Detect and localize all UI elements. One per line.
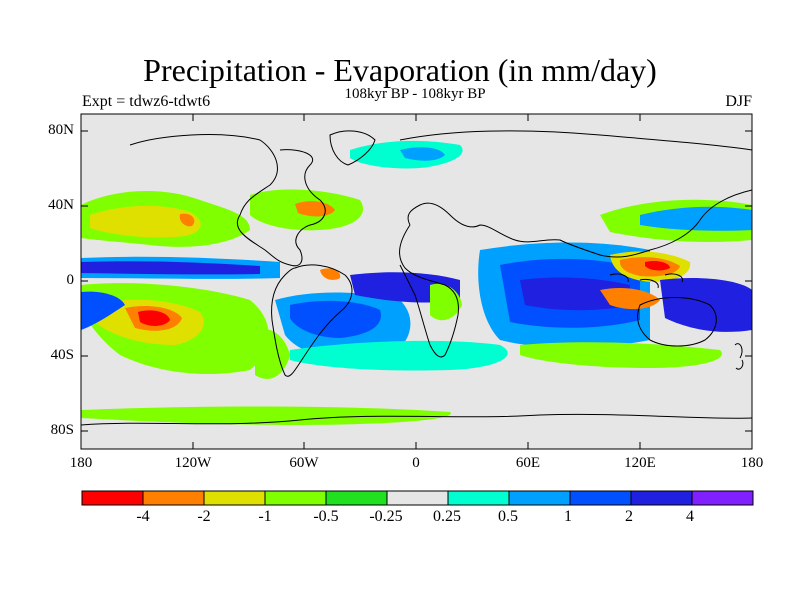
coast-new-zealand <box>734 343 744 370</box>
region-maritime-south-dry <box>600 288 660 310</box>
lon-label: 180 <box>69 455 93 471</box>
lon-label: 0 <box>412 455 420 471</box>
coast-greenland <box>329 130 376 166</box>
colorbar-swatch <box>386 490 449 506</box>
colorbar-label: 0.25 <box>433 508 461 525</box>
lat-label: 80S <box>50 422 74 438</box>
region-south-pacific-wet <box>81 291 125 330</box>
map-title: Precipitation - Evaporation (in mm/day) <box>143 52 657 88</box>
colorbar-swatch <box>508 490 571 506</box>
lon-label: 60W <box>289 455 319 471</box>
colorbar-label: -4 <box>136 508 150 525</box>
experiment-label: Expt = tdwz6-tdwt6 <box>82 93 211 110</box>
colorbar-label: 0.5 <box>498 508 518 525</box>
region-south-atlantic-wet <box>290 300 381 338</box>
coast-antarctica <box>80 413 753 426</box>
colorbar-swatch <box>447 490 510 506</box>
colorbar-label: -1 <box>258 508 272 525</box>
lat-label: 40N <box>48 197 74 213</box>
coast-indonesia <box>609 273 684 289</box>
region-equatorial-atlantic-dry <box>320 268 341 280</box>
colorbar-label: -0.5 <box>313 508 339 525</box>
region-arctic-wet <box>400 147 445 161</box>
colorbar-label: -0.25 <box>369 508 403 525</box>
colorbar-swatch <box>325 490 388 506</box>
colorbar-swatch <box>691 490 754 506</box>
precip-field <box>81 140 752 425</box>
season-label: DJF <box>725 93 752 110</box>
coast-eurasia <box>399 130 753 258</box>
axis-ticks <box>81 114 752 449</box>
coast-africa <box>399 224 459 358</box>
region-indian-ocean-deep <box>520 277 630 311</box>
region-pacific-north-dry <box>90 205 201 238</box>
colorbar-swatch <box>569 490 632 506</box>
colorbar-swatch <box>142 490 205 506</box>
lat-label: 40S <box>50 347 74 363</box>
colorbar-label: 2 <box>625 508 633 525</box>
region-pacific-north-orange <box>179 213 195 227</box>
coastlines <box>80 130 753 426</box>
region-antarctic-band <box>81 406 451 425</box>
colorbar-swatch <box>81 490 144 506</box>
colorbar-label: 1 <box>564 508 572 525</box>
region-southern-indian-band <box>520 342 722 368</box>
coast-north-america <box>129 134 326 267</box>
map-subtitle: 108kyr BP - 108kyr BP <box>344 86 486 102</box>
coast-australia <box>637 297 717 347</box>
colorbar-label: 4 <box>686 508 694 525</box>
coast-south-america <box>271 264 353 377</box>
colorbar <box>81 490 754 506</box>
lat-label: 0 <box>66 272 75 288</box>
region-west-pacific-wet <box>640 206 752 231</box>
lon-label: 120E <box>624 455 656 471</box>
lat-label: 80N <box>48 122 74 138</box>
region-equatorial-pacific-deep <box>81 261 260 275</box>
region-west-pacific-wet-south <box>660 278 752 332</box>
lon-label: 180 <box>740 455 764 471</box>
lon-label: 60E <box>515 455 541 471</box>
colorbar-swatch <box>630 490 693 506</box>
colorbar-swatch <box>203 490 266 506</box>
region-maritime-red <box>645 260 670 271</box>
colorbar-swatch <box>264 490 327 506</box>
colorbar-label: -2 <box>197 508 211 525</box>
region-south-pacific-red <box>138 310 170 326</box>
lon-label: 120W <box>174 455 212 471</box>
region-southern-ocean-band <box>290 340 508 371</box>
